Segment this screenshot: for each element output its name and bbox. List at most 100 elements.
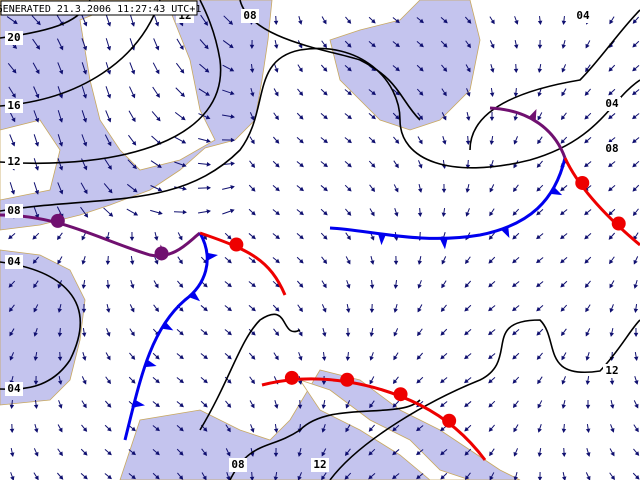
wind-arrow-head [157,163,162,168]
wind-arrow-head [585,404,591,410]
wind-arrow-head [58,404,63,409]
wind-arrow-head [632,114,637,120]
wind-arrow-head [345,403,350,409]
wind-arrow-head [512,330,517,336]
wind-arrow-head [347,114,352,120]
wind-arrow-head [132,187,138,193]
wind-arrow-head [584,162,589,168]
wind-arrow-head [561,428,567,434]
wind-arrow-head [609,259,614,265]
wind-arrow-head [9,331,14,337]
wind-arrow-head [202,427,208,432]
isobar-label: 08 [231,458,244,471]
wind-arrow-head [416,355,422,360]
wind-arrow-head [275,210,280,216]
wind-arrow-head [155,474,160,480]
wind-arrow-head [537,452,543,457]
wind-arrow-head [536,163,542,168]
wind-arrow-head [608,114,613,120]
wind-arrow-head [369,332,375,337]
isobar-label-bg [603,97,621,111]
wind-arrow-head [416,474,421,480]
wind-arrow-head [345,427,350,433]
wind-arrow-head [8,234,13,240]
occluded-front [0,213,201,258]
wind-arrow-head [206,185,212,191]
wind-arrow-head [81,308,87,314]
wind-arrow-head [441,259,446,265]
wind-arrow-head [11,117,16,123]
wind-arrow-head [275,258,280,264]
wind-arrow-head [106,70,112,75]
isobar-label-bg [5,204,23,218]
wind-arrow-head [229,90,235,96]
wind-arrow-head [489,451,494,457]
wind-arrow-head [35,45,41,50]
wind-arrow-head [369,284,375,290]
wind-arrow-head [560,234,565,240]
wind-arrow-head [106,93,112,99]
wind-arrow-head [419,66,424,72]
wind-arrow-head [609,307,614,313]
wind-arrow-head [440,474,445,480]
wind-arrow-head [321,451,326,457]
wind-arrow-head [347,186,352,192]
generated-timestamp: GENERATED 21.3.2006 11:27:43 UTC+1 [0,4,201,15]
wind-arrow-head [536,234,541,240]
wind-arrow-head [154,21,160,27]
wind-arrow-head [57,380,63,385]
isobar-label: 08 [605,142,618,155]
isobar-label: 12 [605,364,618,377]
wind-arrow-head [417,260,423,265]
wind-arrow-head [395,18,400,24]
warm-front [563,157,640,247]
wind-arrow-head [442,67,448,72]
wind-arrow-head [370,211,375,217]
isobar [229,399,421,480]
wind-arrow-head [130,307,135,313]
wind-arrow-head [537,379,542,385]
wind-arrow-head [297,475,302,480]
wind-arrow-head [416,426,421,432]
wind-arrow-head [250,379,255,385]
wind-arrow-head [585,356,590,361]
wind-arrow-head [633,308,639,313]
wind-arrow-head [58,69,64,75]
wind-arrow-head [82,379,87,385]
isobar-label-bg [5,155,23,169]
wind-arrow-head [106,403,112,408]
wind-arrow-head [108,212,114,217]
wind-arrow-head [513,116,518,121]
wind-arrow-head [322,19,327,25]
wind-arrow-head [249,476,255,480]
wind-arrow-head [321,380,327,386]
front-triangle [161,321,174,331]
wind-arrow-head [155,450,160,456]
wind-arrow-head [179,45,184,51]
wind-arrow-head [489,116,495,122]
wind-arrow-head [512,354,517,360]
wind-arrow-head [609,283,614,289]
isobar-label-bg [603,364,621,378]
wind-arrow-head [633,332,639,338]
wind-arrow-head [512,403,518,409]
wind-arrow-head [298,283,304,288]
wind-arrow-head [560,282,565,288]
wind-arrow-head [81,235,86,241]
wind-arrow-head [536,258,541,264]
wind-arrow-head [441,212,447,217]
isobar [0,47,640,212]
wind-arrow-head [83,212,89,218]
front-triangle [377,233,386,246]
wind-arrow-head [369,308,375,314]
wind-arrow-head [488,354,493,360]
wind-arrow-head [10,190,16,195]
wind-arrow-head [182,209,188,215]
wind-arrow-head [419,18,424,24]
wind-arrow-head [370,260,375,265]
wind-arrow-head [632,19,638,24]
wind-arrow-head [298,331,303,337]
wind-arrow-head [35,69,40,75]
wind-arrow-head [489,475,494,480]
wind-arrow-head [536,355,542,360]
